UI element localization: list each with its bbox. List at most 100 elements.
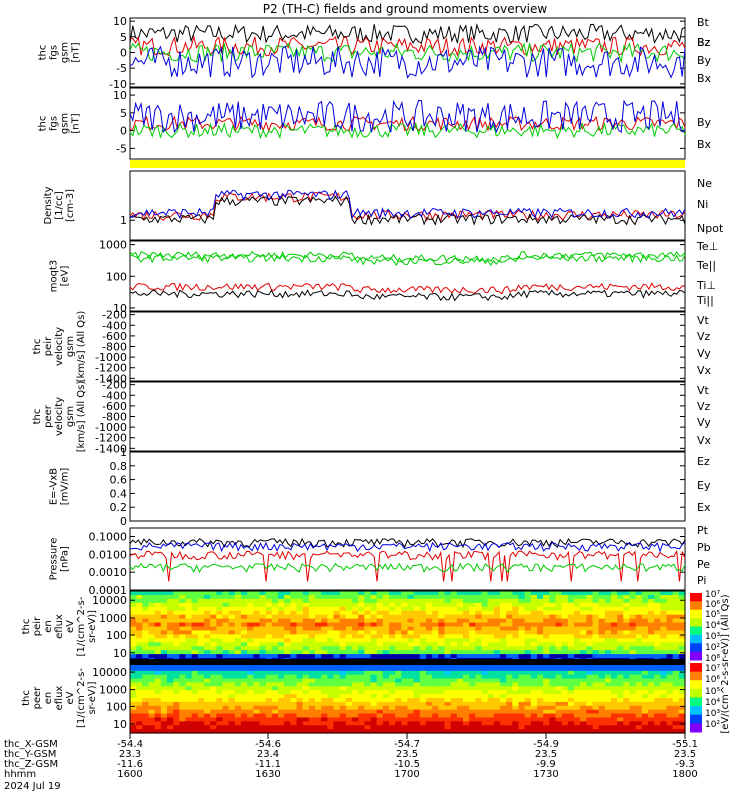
spectrogram-cell <box>678 666 686 672</box>
spectrogram-cell <box>574 622 581 628</box>
spectrogram-cell <box>284 709 291 715</box>
spectrogram-cell <box>191 626 199 632</box>
spectrogram-cell <box>475 626 483 632</box>
spectrogram-cell <box>512 614 520 620</box>
spectrogram-cell <box>284 630 291 635</box>
spectrogram-cell <box>481 642 489 647</box>
spectrogram-cell <box>185 705 193 711</box>
spectrogram-cell <box>611 598 618 604</box>
spectrogram-cell <box>167 654 174 659</box>
spectrogram-cell <box>432 654 439 659</box>
spectrogram-cell <box>179 610 187 616</box>
spectrogram-cell <box>648 602 655 608</box>
spectrogram-cell <box>672 654 680 659</box>
xaxis-value: -11.6 <box>117 759 143 770</box>
spectrogram-cell <box>315 642 322 647</box>
spectrogram-cell <box>142 630 150 635</box>
spectrogram-cell <box>321 686 328 691</box>
spectrogram-cell <box>204 622 211 628</box>
spectrogram-cell <box>506 642 513 647</box>
spectrogram-cell <box>339 614 347 620</box>
spectrogram-cell <box>481 650 489 655</box>
spectrogram-cell <box>271 614 279 620</box>
spectrogram-cell <box>555 690 563 695</box>
spectrogram-cell <box>666 622 674 628</box>
spectrogram-cell <box>450 591 458 596</box>
spectrogram-cell <box>321 638 328 643</box>
spectrogram-cell <box>549 713 557 719</box>
spectrogram-cell <box>345 698 353 703</box>
spectrogram-cell <box>623 663 631 668</box>
spectrogram-cell <box>191 694 199 699</box>
spectrogram-cell <box>592 598 600 604</box>
spectrogram-cell <box>142 690 150 695</box>
spectrogram-cell <box>512 646 520 651</box>
spectrogram-cell <box>278 705 285 711</box>
spectrogram-cell <box>370 682 378 687</box>
spectrogram-cell <box>364 610 372 616</box>
spectrogram-cell <box>308 713 316 719</box>
spectrogram-cell <box>339 713 347 719</box>
spectrogram-cell <box>253 591 261 596</box>
spectrogram-cell <box>419 634 427 639</box>
spectrogram-cell <box>136 701 143 707</box>
spectrogram-cell <box>611 721 618 726</box>
spectrogram-cell <box>419 591 427 596</box>
legend-bt: Bt <box>697 16 710 29</box>
spectrogram-cell <box>604 713 612 719</box>
spectrogram-cell <box>567 642 575 647</box>
colorbar-swatch <box>690 663 702 673</box>
spectrogram-cell <box>321 682 328 687</box>
spectrogram-cell <box>580 650 587 655</box>
spectrogram-cell <box>604 598 612 604</box>
spectrogram-cell <box>352 654 359 659</box>
spectrogram-cell <box>179 622 187 628</box>
mode-bar <box>130 160 685 168</box>
spectrogram-cell <box>197 698 205 703</box>
spectrogram-cell <box>475 610 483 616</box>
spectrogram-cell <box>327 682 335 687</box>
spectrogram-cell <box>228 721 236 726</box>
spectrogram-cell <box>179 630 187 635</box>
spectrogram-cell <box>352 663 359 668</box>
spectrogram-cell <box>247 614 254 620</box>
spectrogram-cell <box>358 602 365 608</box>
spectrogram-cell <box>210 725 217 730</box>
spectrogram-cell <box>456 686 464 691</box>
spectrogram-cell <box>561 642 569 647</box>
spectrogram-cell <box>339 606 347 612</box>
spectrogram-cell <box>234 610 242 616</box>
spectrogram-cell <box>413 622 421 628</box>
legend-vt: Vt <box>697 384 710 397</box>
spectrogram-cell <box>339 721 347 726</box>
spectrogram-cell <box>617 678 624 684</box>
spectrogram-cell <box>438 698 446 703</box>
spectrogram-cell <box>444 682 452 687</box>
spectrogram-cell <box>635 614 643 620</box>
spectrogram-cell <box>247 654 254 659</box>
spectrogram-cell <box>179 602 187 608</box>
spectrogram-cell <box>339 626 347 632</box>
spectrogram-cell <box>407 618 415 624</box>
legend-vt: Vt <box>697 314 710 327</box>
spectrogram-cell <box>315 638 322 643</box>
spectrogram-cell <box>265 666 273 672</box>
spectrogram-cell <box>617 701 624 707</box>
spectrogram-cell <box>197 622 205 628</box>
spectrogram-cell <box>296 674 304 680</box>
spectrogram-cell <box>173 694 180 699</box>
spectrogram-cell <box>389 638 396 643</box>
spectrogram-cell <box>506 694 513 699</box>
spectrogram-cell <box>395 674 402 680</box>
spectrogram-cell <box>426 618 433 624</box>
spectrogram-cell <box>413 721 421 726</box>
spectrogram-cell <box>241 594 248 600</box>
spectrogram-cell <box>475 709 483 715</box>
spectrogram-cell <box>339 618 347 624</box>
spectrogram-cell <box>660 618 668 624</box>
spectrogram-cell <box>450 674 458 680</box>
spectrogram-cell <box>259 626 267 632</box>
spectrogram-cell <box>222 686 230 691</box>
spectrogram-cell <box>407 622 415 628</box>
spectrogram-cell <box>463 618 470 624</box>
